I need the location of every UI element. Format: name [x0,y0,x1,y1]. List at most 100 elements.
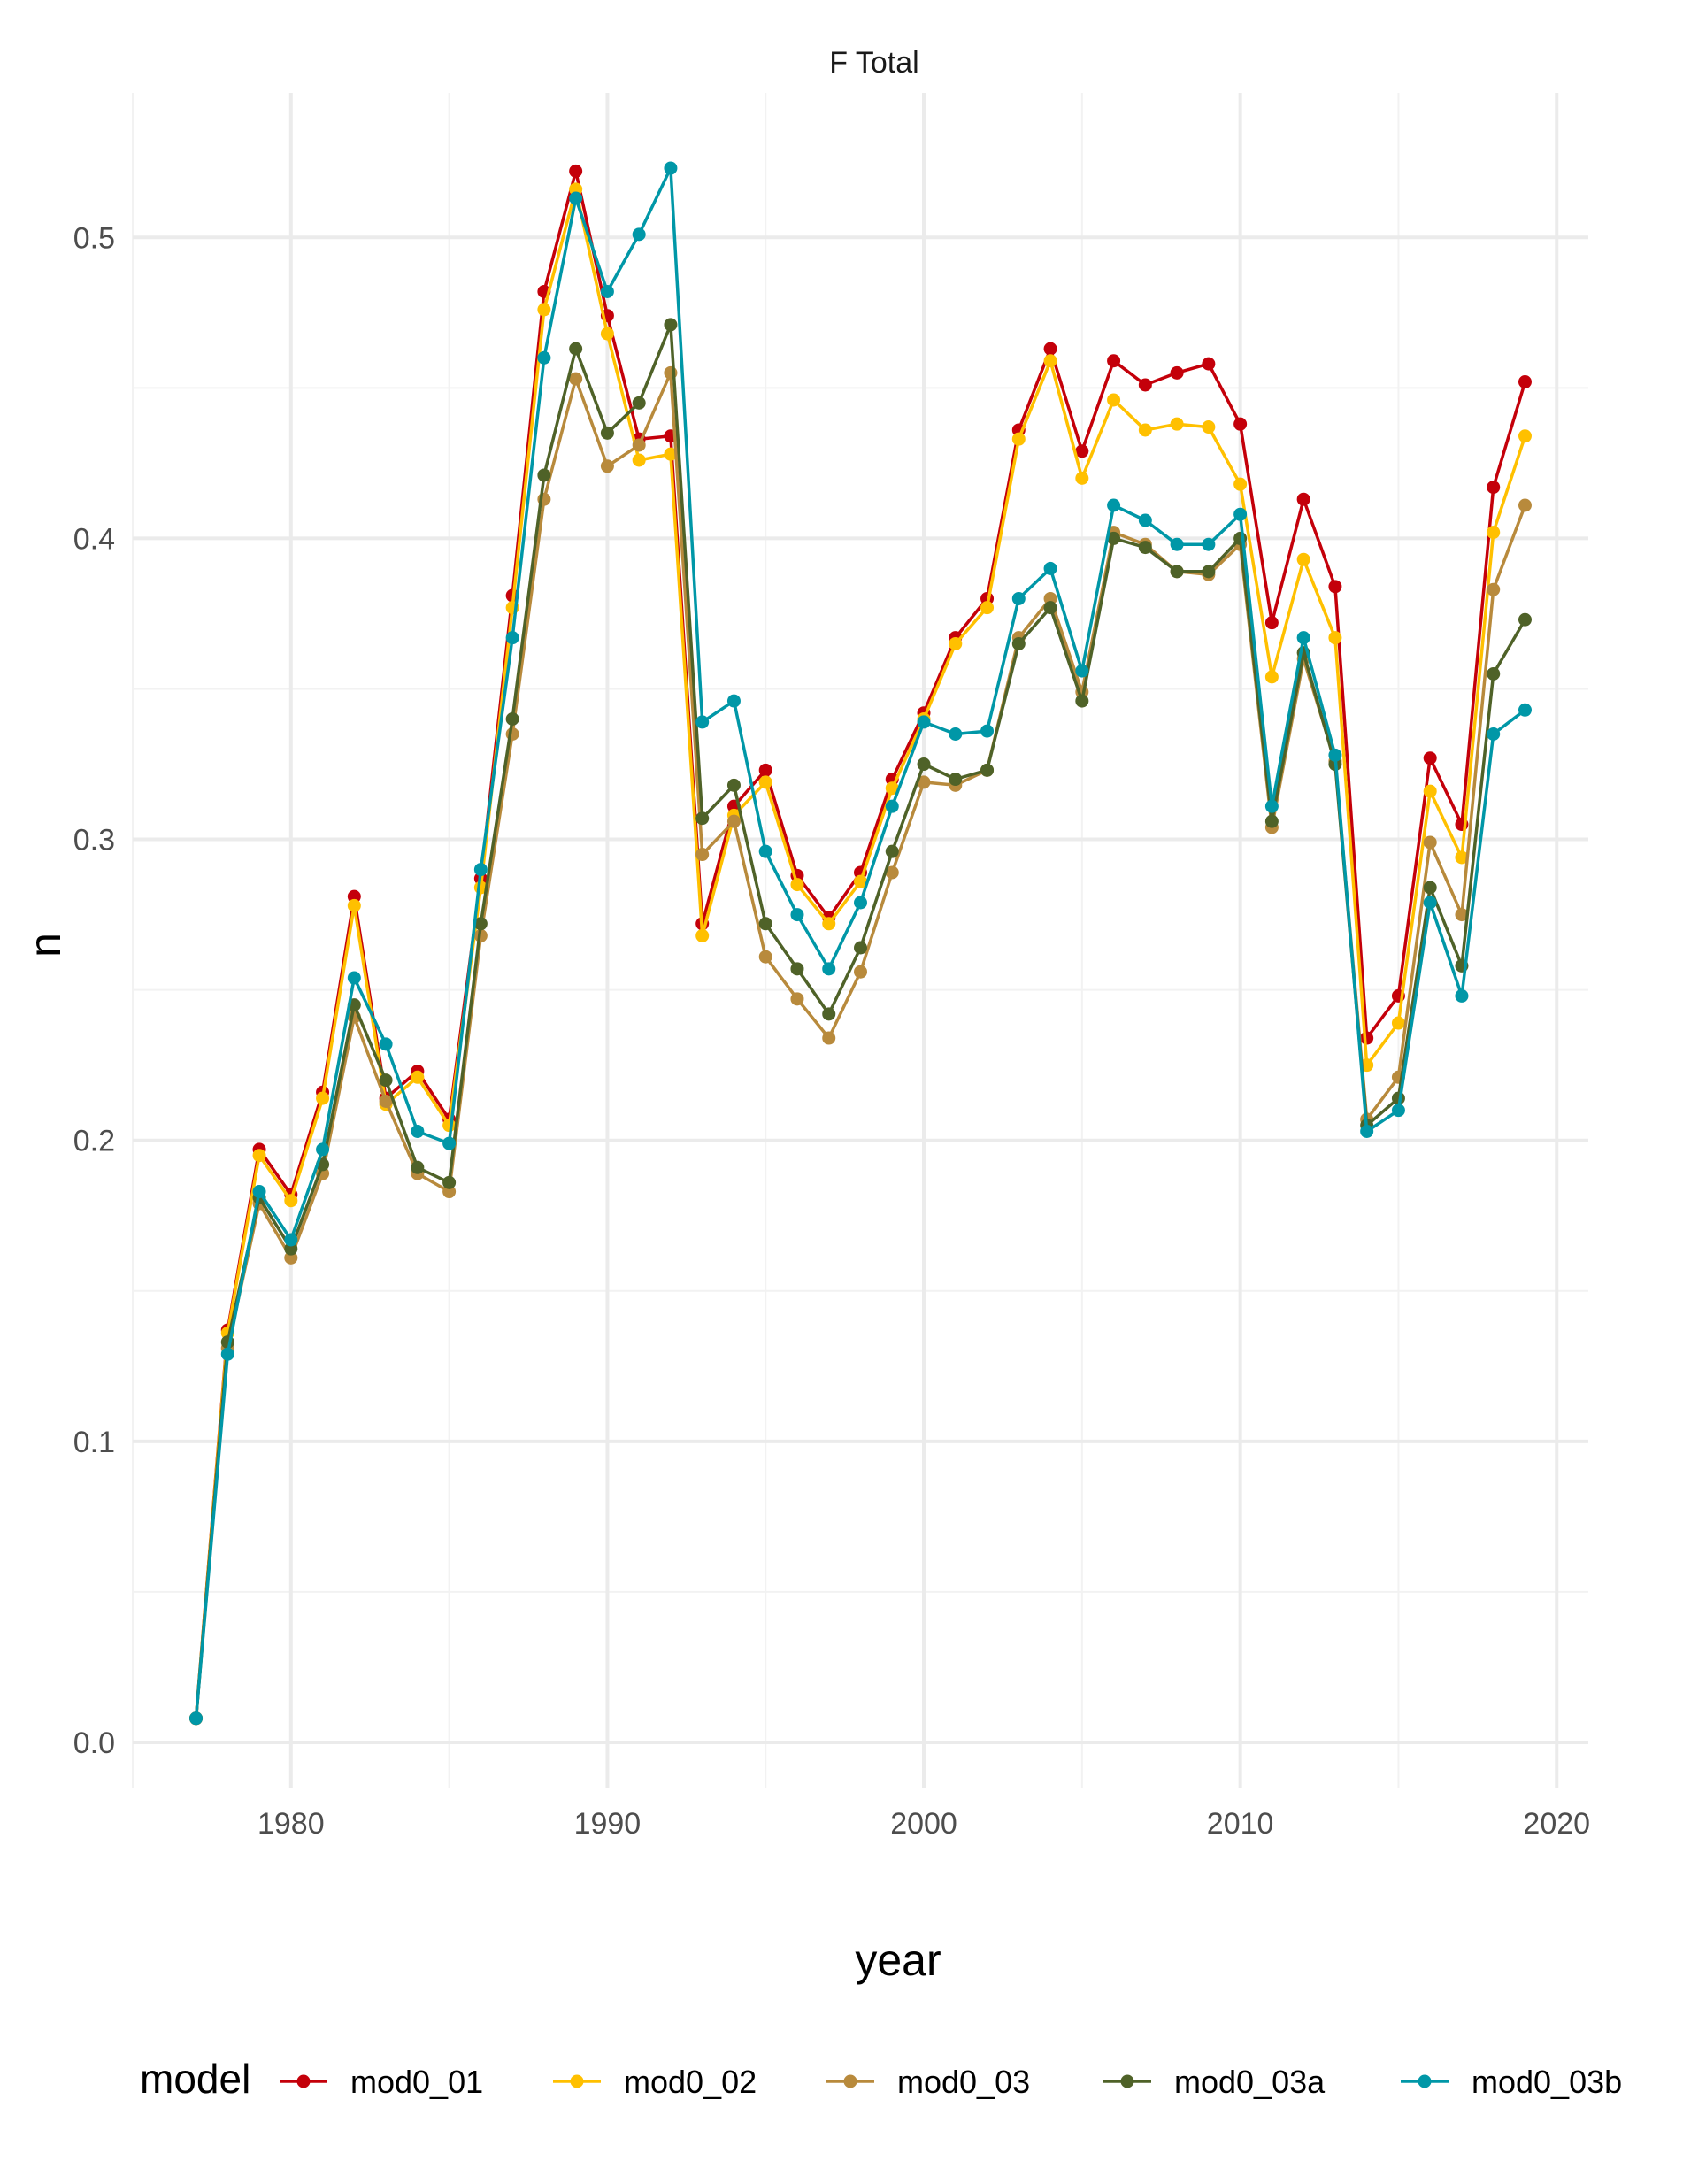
data-point [980,763,995,777]
data-point [1296,492,1310,506]
data-point [1455,850,1469,865]
x-tick-label: 1990 [574,1807,642,1841]
data-point [1518,612,1532,627]
data-point [632,227,646,242]
data-point [758,917,772,931]
data-point [664,447,678,461]
data-point [790,878,804,892]
legend-key-point [296,2074,311,2088]
data-point [1518,375,1532,389]
legend-item: mod0_01 [280,2064,483,2100]
data-point [1075,694,1089,708]
data-point [1233,417,1248,431]
y-tick-label: 0.2 [73,1125,115,1158]
x-tick-label: 1980 [257,1807,325,1841]
data-point [1138,541,1152,555]
data-point [632,396,646,410]
data-point [442,1136,457,1150]
data-point [1043,354,1057,368]
data-point [949,773,963,787]
data-point [664,318,678,332]
data-point [854,896,867,910]
legend: model mod0_01 mod0_02 mod0_03 mod0_03a mod0_… [140,2056,1622,2102]
legend-item: mod0_03 [826,2064,1030,2100]
series-line [194,371,1527,1719]
data-point [1487,526,1501,540]
data-point [1107,354,1121,368]
data-point [1518,429,1532,443]
data-point [1487,727,1501,742]
data-point [505,711,519,726]
data-point [600,327,614,341]
data-point [505,631,519,645]
data-point [1423,751,1437,765]
y-tick-label: 0.4 [73,522,115,556]
data-point [1423,881,1437,895]
data-point [790,962,804,976]
data-point [473,863,488,877]
legend-key-point [1418,2074,1432,2088]
data-point [569,191,583,205]
data-point [917,775,931,789]
data-point [1328,580,1342,594]
data-point [885,799,899,813]
data-point [758,775,772,789]
data-point [1455,908,1469,922]
legend-title: model [140,2056,250,2102]
legend-label: mod0_03a [1174,2064,1326,2100]
legend-item: mod0_03a [1103,2064,1326,2100]
data-point [726,778,741,792]
data-point [664,161,678,175]
data-point [1202,537,1216,551]
data-point [1011,432,1026,446]
data-point [1138,513,1152,527]
data-point [980,724,995,738]
data-point [1423,835,1437,850]
data-point [569,372,583,386]
data-point [695,811,710,826]
data-point [632,453,646,467]
data-point [379,1073,393,1088]
legend-item: mod0_03b [1401,2064,1622,2100]
series-mod0_03b [189,161,1532,1726]
series-line [194,323,1527,1719]
data-point [695,848,710,862]
data-point [726,814,741,828]
data-point [600,284,614,298]
data-point [505,727,519,742]
legend-key-point [1120,2074,1134,2088]
data-point [284,1233,298,1247]
data-point [790,992,804,1006]
data-point [1138,378,1152,392]
data-point [695,715,710,729]
data-point [347,971,361,985]
data-point [537,350,551,365]
data-point [1043,342,1057,356]
data-point [379,1037,393,1051]
data-point [1391,1016,1405,1030]
data-point [1487,481,1501,495]
data-point [822,917,836,931]
gridlines [132,93,1588,1788]
data-point [411,1160,425,1174]
y-tick-label: 0.1 [73,1426,115,1459]
data-point [1328,748,1342,762]
data-point [1518,703,1532,717]
data-point [1264,814,1279,828]
legend-label: mod0_03b [1472,2064,1622,2100]
data-point [600,459,614,473]
data-point [1170,565,1184,579]
data-point [1455,988,1469,1003]
data-point [758,844,772,858]
data-point [442,1175,457,1189]
data-point [1328,631,1342,645]
data-point [917,757,931,772]
data-point [411,1070,425,1084]
data-point [1011,591,1026,605]
data-point [379,1094,393,1108]
data-point [1264,616,1279,630]
y-tick-label: 0.3 [73,824,115,857]
data-point [1170,417,1184,431]
data-point [980,601,995,615]
